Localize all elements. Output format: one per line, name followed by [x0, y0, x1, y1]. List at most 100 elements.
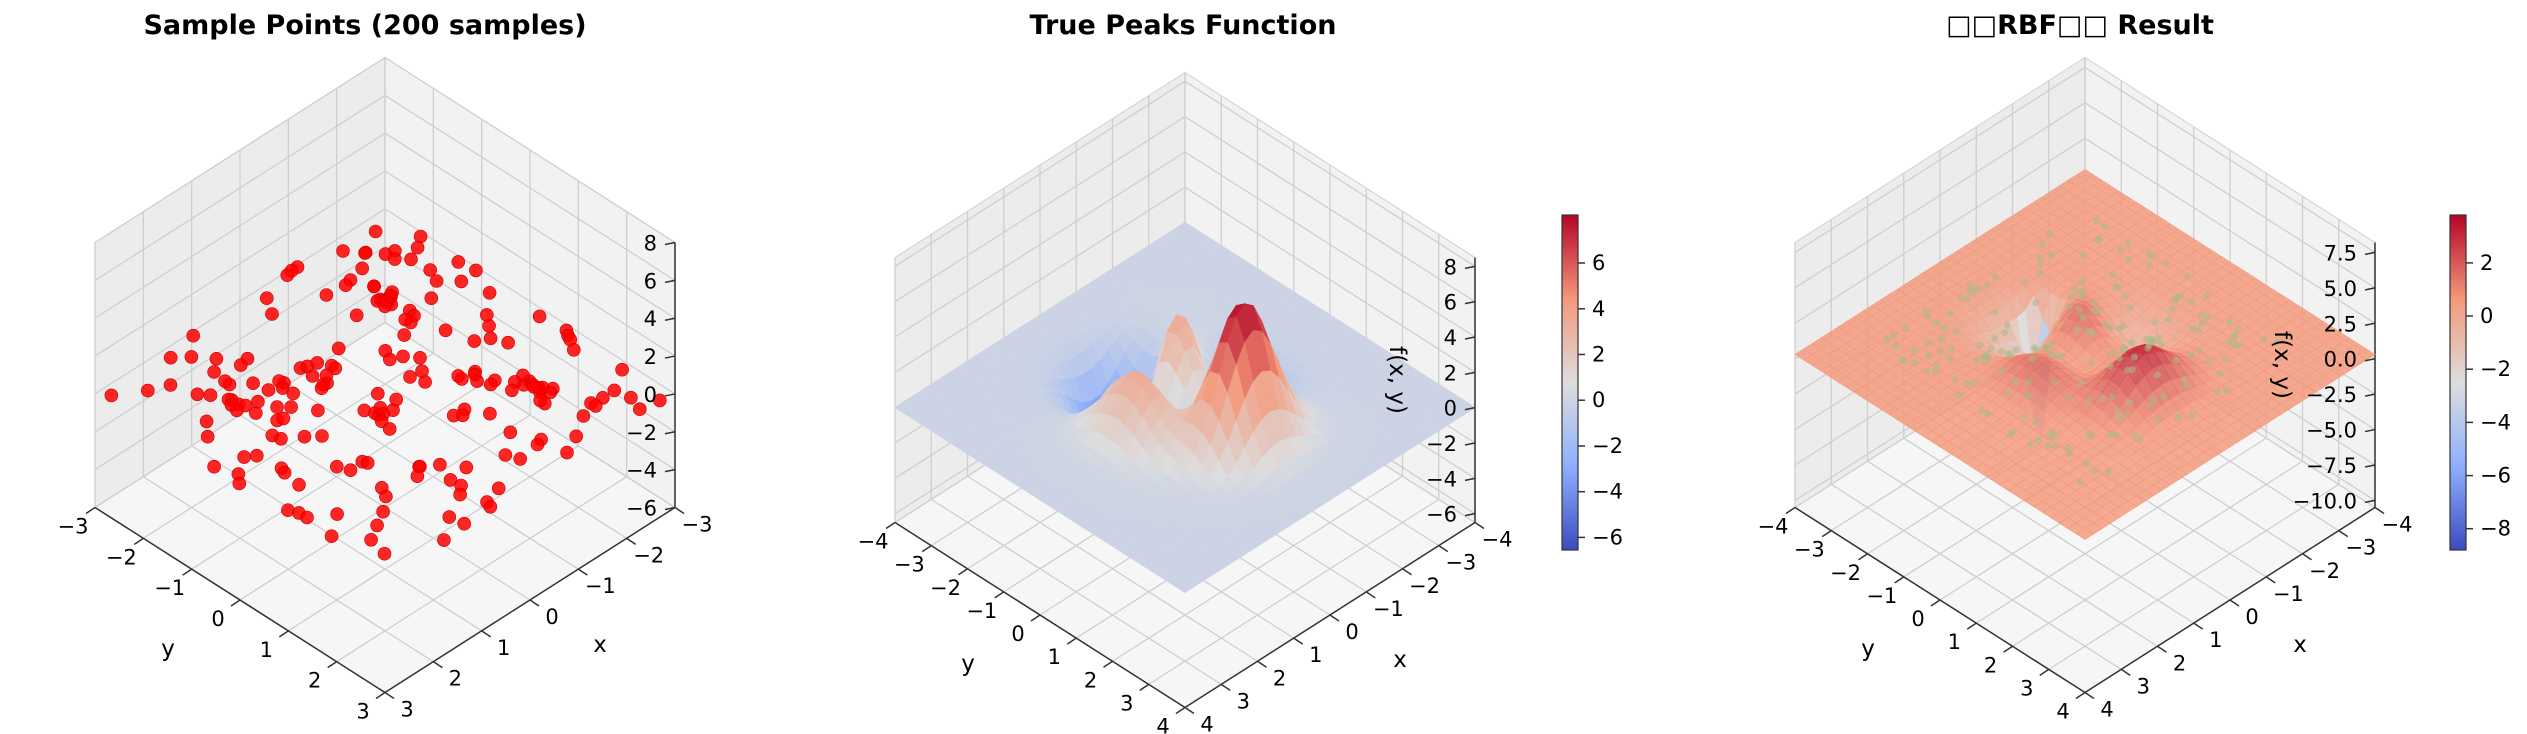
x-tick-label: −4	[2382, 513, 2413, 537]
z-tick-mark	[2364, 251, 2376, 256]
surface-patch	[2075, 528, 2095, 540]
z-tick-mark	[2364, 287, 2376, 291]
overlay-point	[2021, 413, 2029, 421]
overlay-point	[2157, 340, 2165, 348]
scatter-point	[483, 331, 498, 346]
overlay-point	[1932, 360, 1940, 368]
colorbar-tick-label: 4	[1592, 297, 1605, 321]
scatter-point	[276, 411, 291, 426]
overlay-point	[1937, 348, 1945, 356]
overlay-point	[2119, 322, 2127, 330]
y-tick-mark	[278, 630, 289, 638]
overlay-point	[2260, 336, 2267, 344]
z-tick-label: 5.0	[2324, 277, 2357, 301]
overlay-point	[2203, 313, 2211, 321]
scatter-point	[261, 383, 276, 397]
y-tick-label: 2	[1984, 653, 1997, 677]
scatter-point	[230, 403, 244, 418]
scatter-point	[329, 459, 344, 474]
scatter-point	[286, 386, 301, 401]
overlay-point	[2165, 316, 2173, 324]
grid-z	[894, 80, 1476, 267]
overlay-point	[2011, 377, 2019, 385]
overlay-point	[2088, 330, 2096, 338]
scatter-point	[315, 429, 329, 443]
scatter-point	[389, 392, 404, 407]
subplot-title: □□RBF□□ Result	[1946, 10, 2214, 41]
overlay-point	[1902, 325, 1910, 333]
x-tick-mark	[1184, 706, 1195, 715]
overlay-point	[2184, 272, 2192, 280]
scatter-point	[274, 431, 288, 446]
scatter-point	[482, 285, 497, 300]
y-tick-label: −2	[930, 576, 961, 600]
overlay-point	[2112, 283, 2120, 291]
overlay-point	[1892, 342, 1900, 350]
overlay-point	[2181, 376, 2189, 383]
scatter-point	[467, 367, 482, 382]
overlay-point	[1973, 356, 1981, 364]
colorbar-tick-label: −6	[1592, 525, 1623, 549]
scatter-point	[251, 394, 265, 409]
colorbar-tick-label: −2	[1592, 434, 1623, 458]
z-tick-label: 2	[1444, 361, 1457, 385]
overlay-point	[2205, 359, 2213, 367]
scatter-point	[368, 224, 383, 239]
overlay-point	[2077, 379, 2085, 387]
overlay-point	[2125, 255, 2133, 263]
z-tick-label: 4	[644, 307, 657, 331]
overlay-point	[2048, 341, 2056, 349]
x-tick-mark	[1402, 568, 1412, 576]
y-tick-mark	[1930, 599, 1941, 607]
scatter-point	[330, 507, 344, 521]
scatter-point	[482, 319, 496, 333]
z-tick-mark	[2364, 464, 2376, 468]
subplot-title: Sample Points (200 samples)	[143, 10, 586, 41]
overlay-point	[2122, 410, 2130, 418]
x-tick-label: −1	[2273, 582, 2304, 606]
scatter-point	[349, 308, 364, 323]
grid-z	[94, 246, 676, 433]
scatter-point	[141, 383, 155, 398]
x-tick-mark	[2338, 530, 2349, 538]
x-tick-mark	[2120, 668, 2131, 676]
scatter-point	[530, 437, 545, 452]
x-tick-mark	[432, 661, 443, 669]
overlay-point	[1975, 284, 1983, 292]
y-tick-mark	[1066, 637, 1077, 645]
overlay-point	[2041, 345, 2049, 352]
y-tick-mark	[1139, 683, 1150, 691]
scatter-point	[513, 452, 528, 466]
z-tick-mark	[664, 506, 676, 511]
y-tick-mark	[1030, 614, 1041, 622]
scatter-point	[387, 252, 402, 266]
overlay-point	[2189, 325, 2197, 332]
colorbar-tick-label: 6	[1592, 251, 1605, 275]
z-tick-label: 6	[1444, 291, 1457, 315]
scatter-point	[457, 516, 472, 531]
x-tick-label: 3	[2137, 674, 2150, 698]
overlay-point	[1998, 348, 2006, 356]
overlay-point	[2051, 442, 2059, 450]
grid-y	[142, 352, 434, 539]
x-tick-mark	[1329, 614, 1340, 622]
overlay-point	[1932, 319, 1940, 327]
overlay-point	[2035, 436, 2043, 444]
y-axis-label: y	[1861, 636, 1875, 662]
colorbar-tick-label: −2	[2480, 357, 2511, 381]
z-tick-label: −6	[626, 497, 657, 521]
scatter-point	[398, 312, 413, 327]
y-tick-mark	[1894, 576, 1905, 584]
scatter-point	[324, 529, 339, 544]
overlay-point	[2078, 278, 2086, 286]
scatter-point	[370, 518, 384, 533]
x-tick-mark	[674, 506, 685, 515]
scatter-point	[338, 278, 353, 293]
scatter-point	[443, 473, 458, 487]
overlay-point	[1987, 345, 1995, 352]
colorbar: −8 −6 −4 −2 0 2	[2449, 214, 2511, 551]
scatter-point	[336, 244, 350, 258]
colorbar-tick-label: −8	[2480, 517, 2511, 541]
scatter-point	[319, 368, 334, 383]
overlay-point	[2148, 335, 2156, 343]
